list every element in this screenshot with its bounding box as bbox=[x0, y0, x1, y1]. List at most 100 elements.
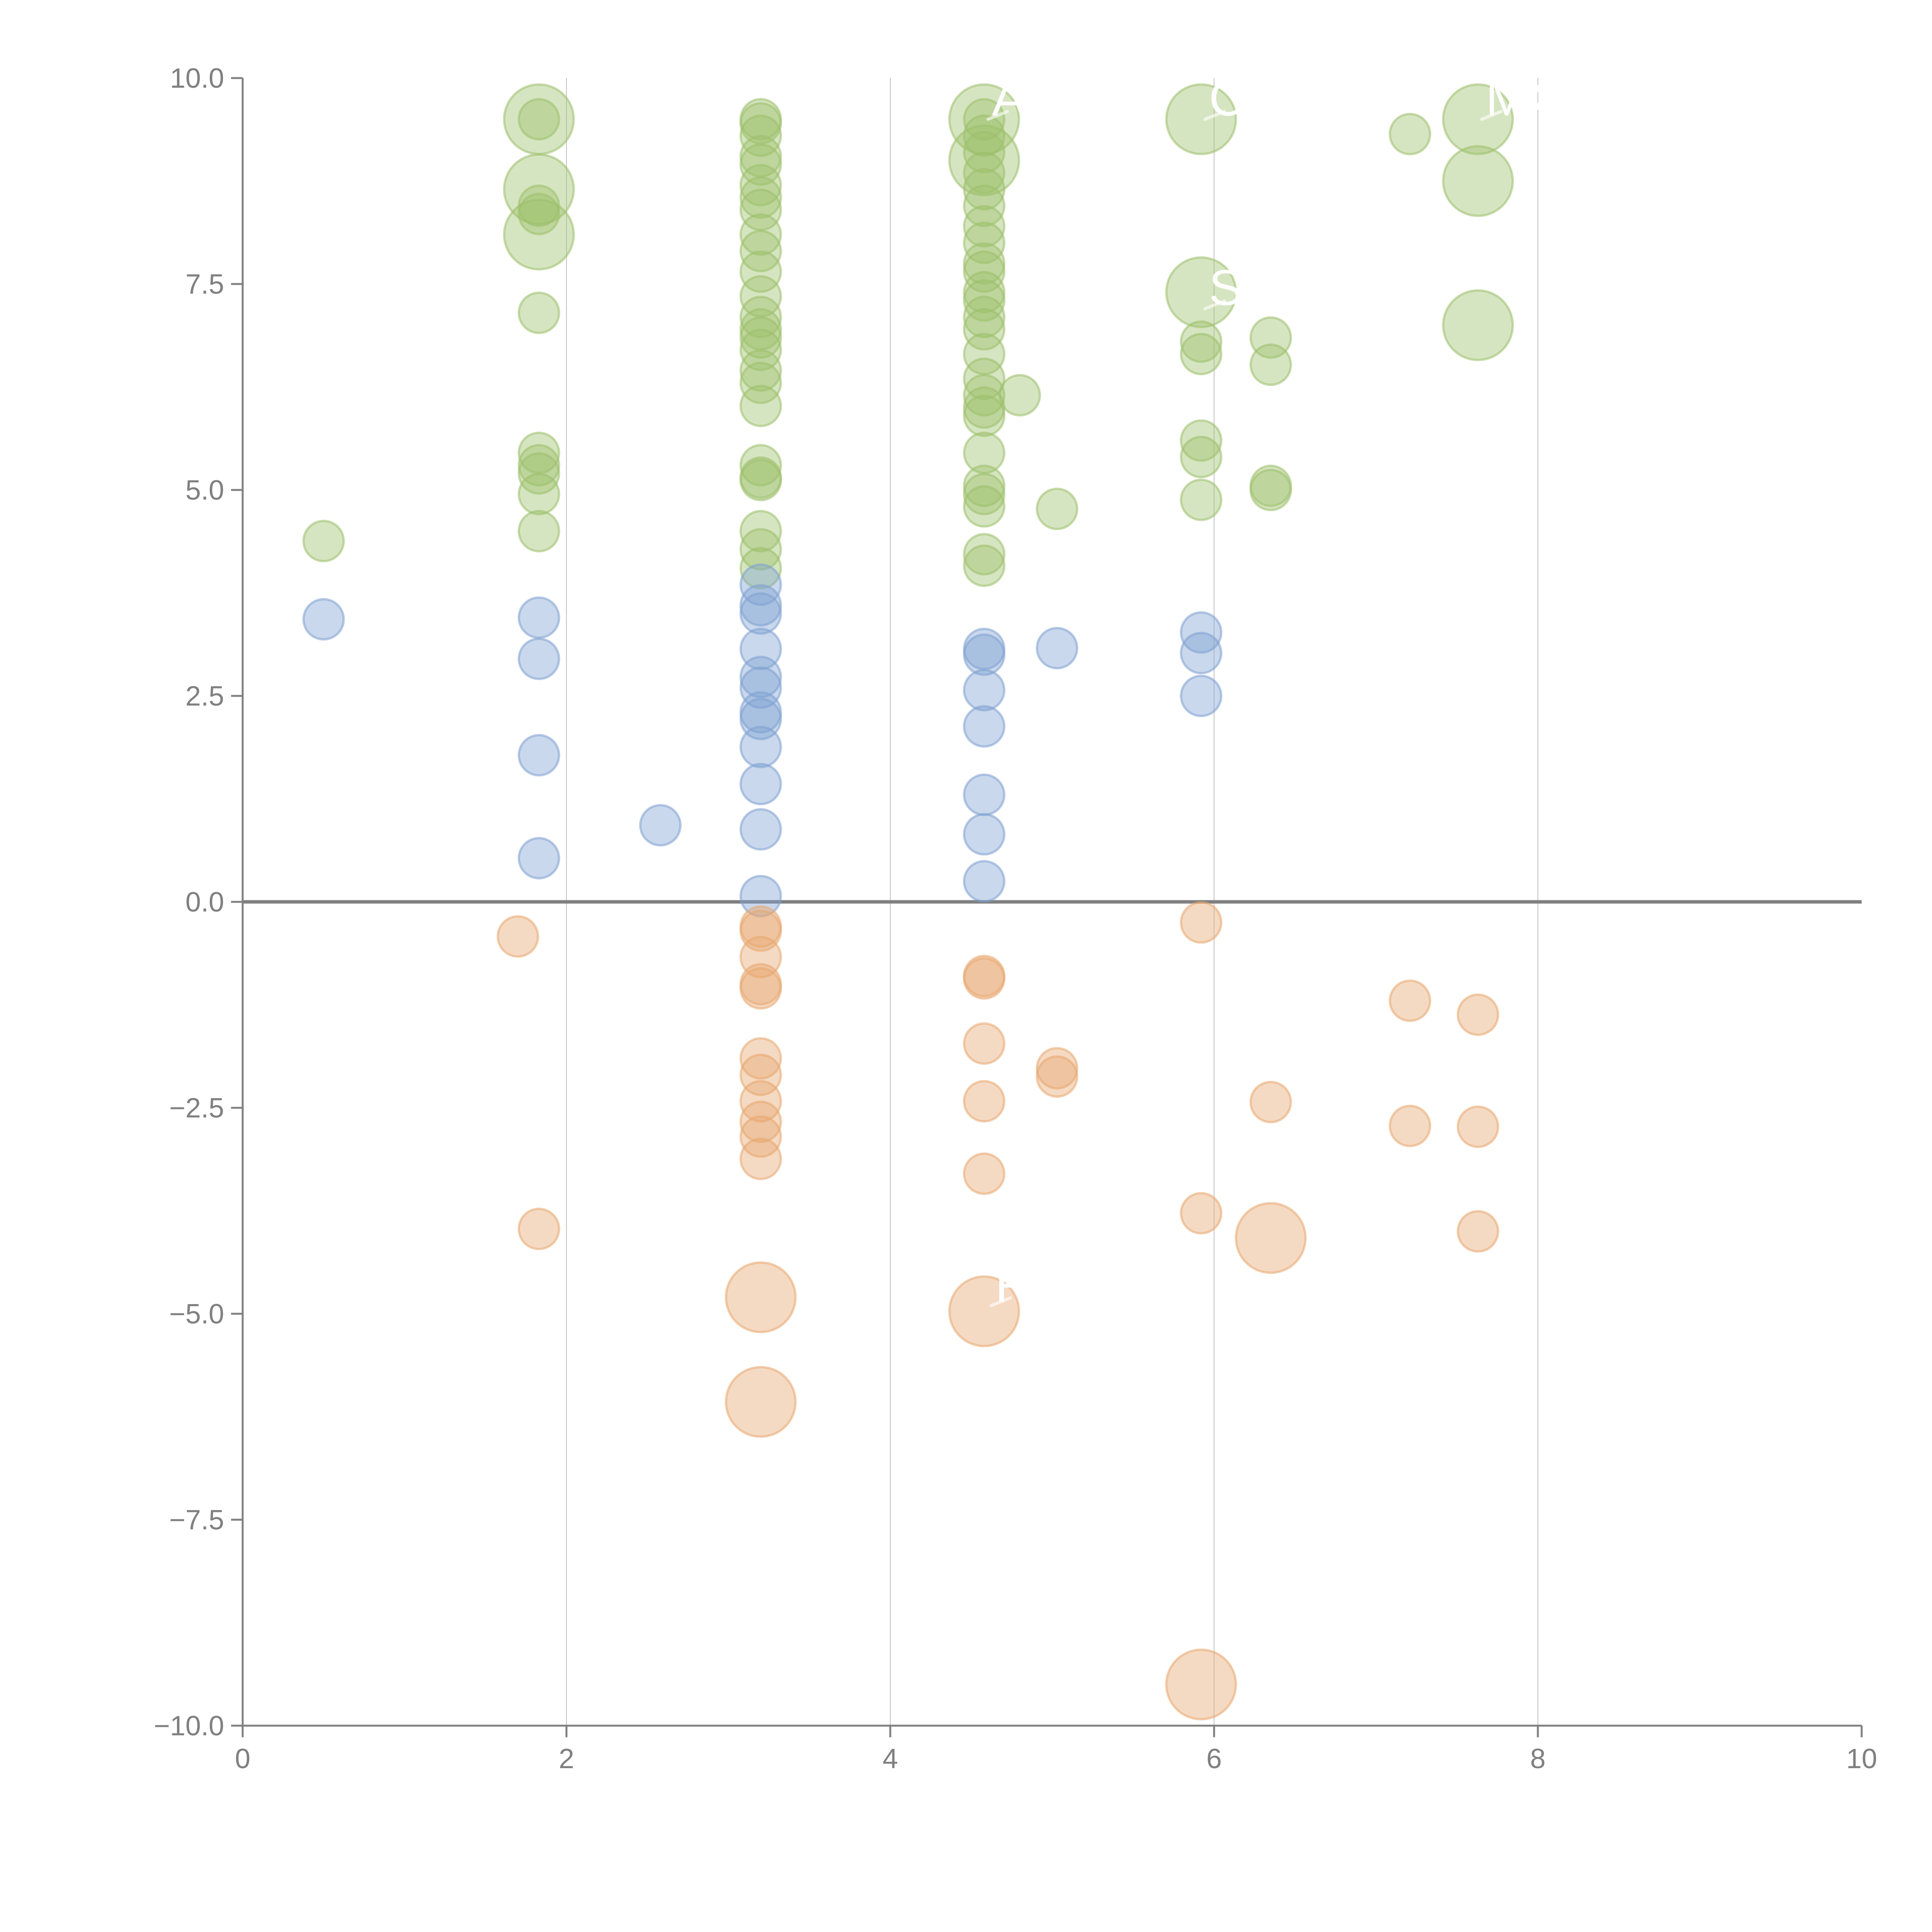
bubble-low-10 bbox=[739, 1100, 782, 1143]
bubble-mid-14 bbox=[739, 726, 782, 769]
bubble-high-75 bbox=[1249, 343, 1292, 386]
bubble-high-50 bbox=[963, 296, 1006, 338]
bubble-high-67 bbox=[1165, 83, 1237, 155]
bubble-low-20 bbox=[948, 1275, 1020, 1347]
bubble-mid-5 bbox=[639, 804, 682, 847]
bubble-mid-15 bbox=[739, 763, 782, 806]
bubble-low-11 bbox=[739, 1115, 782, 1158]
bubble-high-69 bbox=[1180, 320, 1223, 363]
bubble-low-16 bbox=[963, 957, 1006, 1000]
bubble-mid-19 bbox=[963, 633, 1006, 676]
bubble-low-27 bbox=[1235, 1202, 1307, 1274]
bubble-mid-11 bbox=[739, 666, 782, 709]
bubble-mid-8 bbox=[739, 592, 782, 635]
annotation-leader-2 bbox=[1480, 110, 1503, 121]
bubble-low-7 bbox=[739, 1037, 782, 1080]
bubble-mid-2 bbox=[517, 638, 560, 680]
bubble-mid-28 bbox=[1180, 675, 1223, 717]
bubble-mid-24 bbox=[963, 860, 1006, 903]
bubble-high-32 bbox=[739, 444, 782, 487]
bubble-low-13 bbox=[724, 1261, 797, 1333]
bubble-low-25 bbox=[1165, 1648, 1237, 1721]
annotation-leader-5 bbox=[990, 1296, 1012, 1307]
bubble-high-63 bbox=[948, 83, 1020, 155]
bubble-high-3 bbox=[517, 192, 560, 235]
bubble-high-11 bbox=[503, 153, 575, 225]
y-tick-label: 10.0 bbox=[170, 63, 224, 94]
bubble-low-6 bbox=[739, 967, 782, 1010]
bubble-mid-16 bbox=[739, 808, 782, 851]
annotation-leader-3 bbox=[1203, 299, 1226, 310]
bubble-high-80 bbox=[1442, 145, 1514, 217]
bubble-low-0 bbox=[497, 915, 539, 958]
y-tick-label: −10.0 bbox=[154, 1711, 224, 1742]
bubble-high-12 bbox=[503, 199, 575, 271]
bubble-high-78 bbox=[1388, 112, 1431, 155]
bubble-high-51 bbox=[963, 308, 1006, 351]
y-tick-label: 7.5 bbox=[185, 269, 224, 300]
bubble-high-53 bbox=[963, 357, 1006, 400]
bubble-high-0 bbox=[302, 520, 345, 563]
y-tick-label: 2.5 bbox=[185, 681, 224, 712]
annotation-label: AZ bbox=[992, 70, 1056, 126]
bubble-low-29 bbox=[1388, 1104, 1431, 1147]
bubble-low-30 bbox=[1456, 993, 1499, 1036]
bubble-high-81 bbox=[1442, 289, 1514, 361]
bubble-high-44 bbox=[963, 205, 1006, 248]
y-tick-label: 0.0 bbox=[185, 887, 224, 918]
bubble-low-26 bbox=[1249, 1081, 1292, 1124]
bubble-mid-4 bbox=[517, 837, 560, 880]
bubble-layer bbox=[302, 83, 1514, 1721]
bubble-high-27 bbox=[739, 316, 782, 359]
annotation-label: F bbox=[995, 1256, 1026, 1313]
bubble-mid-27 bbox=[1180, 632, 1223, 675]
bubble-high-4 bbox=[517, 291, 560, 334]
x-tick-label: 8 bbox=[1530, 1743, 1546, 1774]
bubble-mid-22 bbox=[963, 773, 1006, 816]
bubble-high-10 bbox=[503, 83, 575, 155]
bubble-high-72 bbox=[1180, 435, 1223, 478]
annotation-label: MX bbox=[1486, 70, 1561, 126]
bubble-mid-17 bbox=[739, 875, 782, 918]
annotation-layer: AZ C MX SPE F bbox=[986, 70, 1561, 1313]
x-tick-label: 4 bbox=[883, 1743, 898, 1774]
bubble-low-12 bbox=[739, 1138, 782, 1180]
y-tick-label: −7.5 bbox=[169, 1505, 224, 1536]
axes: 0 2 4 6 8 10 10.0 7.5 5.0 2.5 0.0 −2.5 −5.0 −7.5 −10.0 bbox=[154, 63, 1877, 1774]
bubble-mid-20 bbox=[963, 669, 1006, 712]
annotation-label: E bbox=[1270, 259, 1304, 316]
bubble-high-65 bbox=[998, 374, 1041, 417]
bubble-high-31 bbox=[739, 384, 782, 427]
bubble-high-60 bbox=[963, 485, 1006, 528]
bubble-mid-0 bbox=[302, 598, 345, 641]
bubble-high-38 bbox=[963, 98, 1006, 141]
bubble-low-28 bbox=[1388, 979, 1431, 1022]
bubble-high-21 bbox=[739, 213, 782, 256]
y-tick-label: −2.5 bbox=[169, 1093, 224, 1124]
bubble-high-66 bbox=[1036, 488, 1078, 531]
bubble-mid-10 bbox=[739, 655, 782, 698]
bubble-low-23 bbox=[1180, 901, 1223, 944]
bubble-mid-23 bbox=[963, 813, 1006, 856]
bubble-low-31 bbox=[1456, 1105, 1499, 1148]
bubble-high-9 bbox=[517, 510, 560, 553]
bubble-high-39 bbox=[963, 114, 1006, 157]
bubble-low-18 bbox=[963, 1080, 1006, 1122]
bubble-high-23 bbox=[739, 250, 782, 293]
x-tick-label: 2 bbox=[559, 1743, 574, 1774]
bubble-high-73 bbox=[1180, 478, 1223, 521]
bubble-high-71 bbox=[1180, 419, 1223, 462]
bubble-high-49 bbox=[963, 279, 1006, 322]
bubble-low-17 bbox=[963, 1022, 1006, 1065]
annotation-label: C bbox=[1209, 70, 1245, 126]
bubble-low-24 bbox=[1180, 1192, 1223, 1235]
bubble-low-22 bbox=[1036, 1055, 1078, 1098]
bubble-high-37 bbox=[739, 547, 782, 590]
annotation-leader-0 bbox=[986, 110, 1009, 121]
bubble-high-35 bbox=[739, 510, 782, 553]
annotation-label: SP bbox=[1209, 259, 1276, 316]
annotation-leader-1 bbox=[1203, 110, 1226, 121]
bubble-high-79 bbox=[1442, 83, 1514, 155]
bubble-low-1 bbox=[517, 1208, 560, 1250]
